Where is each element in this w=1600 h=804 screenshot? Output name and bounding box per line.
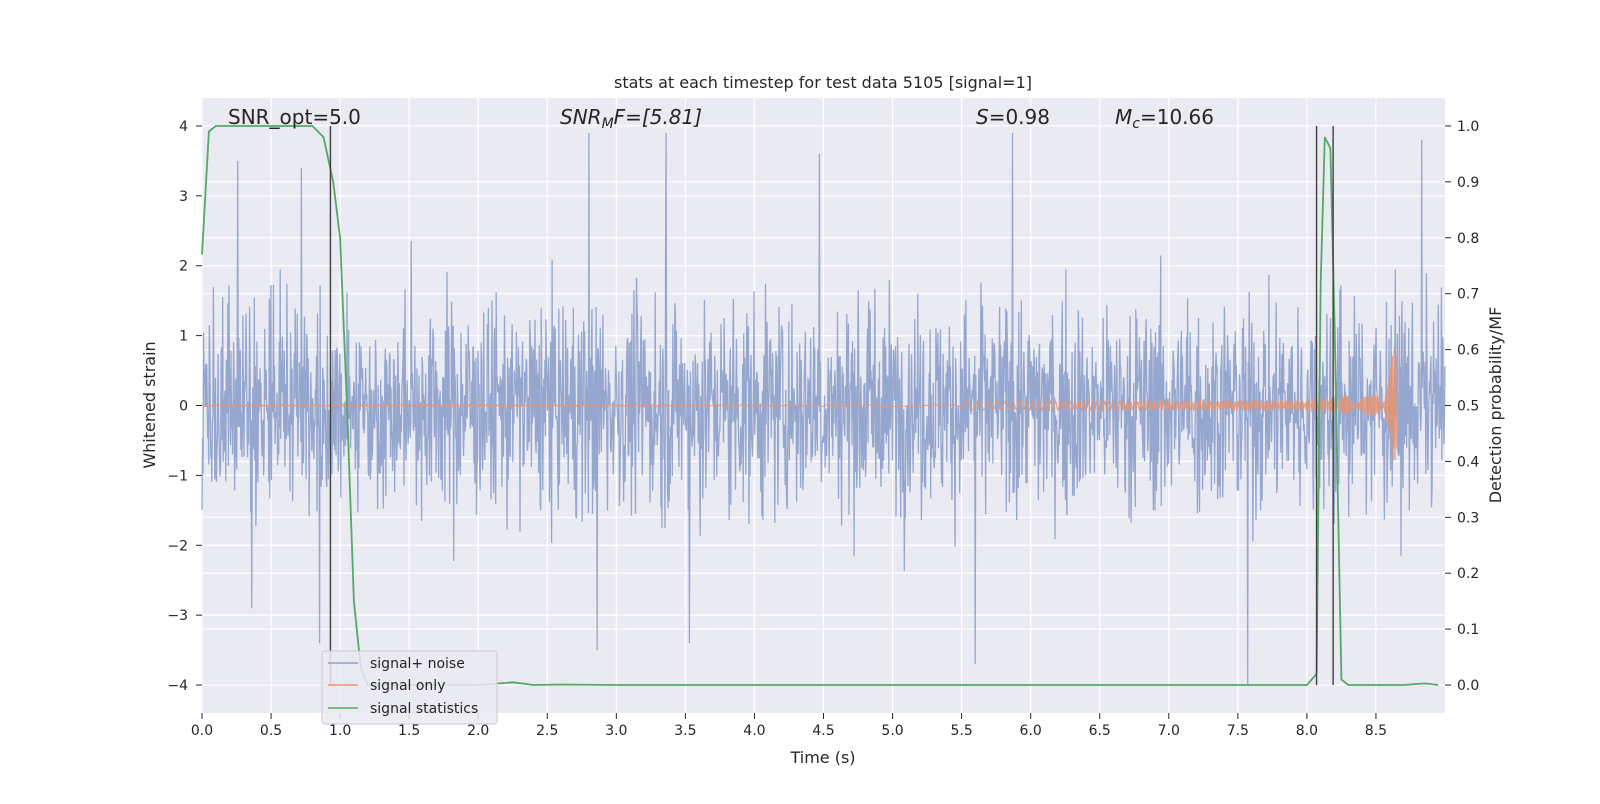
- y-left-tick-label: 0: [179, 399, 188, 415]
- legend-label-signal-noise: signal+ noise: [370, 656, 465, 672]
- signal-only-series: [201, 347, 1398, 461]
- annotation-snr-opt: SNR_opt=5.0: [228, 105, 361, 129]
- annotation-snr-mf-value: F=[5.81]: [614, 105, 702, 129]
- y-left-tick-label: −1: [167, 468, 188, 484]
- x-tick-label: 6.0: [1020, 723, 1042, 739]
- y-left-tick-label: −4: [167, 678, 188, 694]
- signal-statistics-series: [201, 125, 1439, 686]
- x-axis-label: Time (s): [789, 748, 855, 767]
- legend-box: [321, 650, 498, 725]
- y-axis-left-label: Whitened strain: [140, 341, 159, 468]
- x-tick-label: 0.0: [191, 723, 213, 739]
- x-tick-label: 6.5: [1089, 723, 1111, 739]
- annotation-snr-mf-label: SNR: [560, 105, 602, 129]
- annotation-snr-mf: SNRMF=[5.81]: [560, 105, 702, 132]
- x-tick-label: 1.0: [329, 723, 351, 739]
- x-tick-label: 1.5: [398, 723, 420, 739]
- x-tick-label: 7.5: [1227, 723, 1249, 739]
- signal-only-line: [201, 347, 1398, 461]
- x-tick-label: 7.0: [1158, 723, 1180, 739]
- y-right-tick-label: 0.7: [1457, 287, 1479, 303]
- annotation-mc-sub: c: [1132, 116, 1140, 132]
- x-tick-label: 4.0: [743, 723, 765, 739]
- y-right-tick-label: 1.0: [1457, 119, 1479, 135]
- y-left-tick-label: 2: [179, 259, 188, 275]
- y-right-tick-label: 0.2: [1457, 566, 1479, 582]
- x-tick-label: 8.5: [1365, 723, 1387, 739]
- y-left-tick-label: −2: [167, 538, 188, 554]
- annotation-mc-value: =10.66: [1140, 105, 1214, 129]
- annotation-mc-label: M: [1115, 105, 1132, 129]
- y-left-tick-label: −3: [167, 608, 188, 624]
- x-tick-label: 2.5: [536, 723, 558, 739]
- y-right-tick-label: 0.3: [1457, 510, 1479, 526]
- chart-title: stats at each timestep for test data 510…: [614, 73, 1032, 92]
- annotation-s-value: =0.98: [989, 105, 1050, 129]
- y-left-tick-label: 1: [179, 329, 188, 345]
- legend: signal+ noise signal only signal statist…: [321, 650, 498, 725]
- legend-label-signal-only: signal only: [370, 678, 445, 694]
- x-tick-label: 3.5: [674, 723, 696, 739]
- x-tick-label: 4.5: [812, 723, 834, 739]
- legend-label-signal-statistics: signal statistics: [370, 701, 478, 717]
- annotation-s-label: S: [976, 105, 989, 129]
- x-tick-label: 3.0: [605, 723, 627, 739]
- y-right-tick-label: 0.6: [1457, 343, 1479, 359]
- annotation-snr-mf-sub: M: [602, 116, 614, 132]
- signal-noise-line: [201, 132, 1446, 686]
- tick-labels: 0.0 0.5 1.0 1.5 2.0 2.5 3.0 3.5 4.0 4.5 5.0 5.5 6.0 6…: [167, 119, 1479, 739]
- y-right-tick-label: 0.8: [1457, 231, 1479, 247]
- x-tick-label: 5.5: [950, 723, 972, 739]
- y-left-tick-label: 4: [179, 119, 188, 135]
- y-axis-right-label: Detection probability/MF: [1486, 307, 1505, 504]
- signal-noise-series: [201, 132, 1446, 686]
- y-left-tick-label: 3: [179, 189, 188, 205]
- annotation-s: S=0.98: [976, 105, 1050, 129]
- x-tick-label: 2.0: [467, 723, 489, 739]
- y-right-tick-label: 0.0: [1457, 678, 1479, 694]
- x-tick-label: 0.5: [260, 723, 282, 739]
- y-right-tick-label: 0.1: [1457, 622, 1479, 638]
- annotation-mc: Mc=10.66: [1115, 105, 1214, 132]
- y-right-tick-label: 0.5: [1457, 399, 1479, 415]
- x-tick-label: 8.0: [1296, 723, 1318, 739]
- x-tick-label: 5.0: [881, 723, 903, 739]
- y-right-tick-label: 0.9: [1457, 175, 1479, 191]
- signal-statistics-line: [201, 125, 1439, 686]
- grid: [201, 98, 1445, 713]
- y-right-tick-label: 0.4: [1457, 454, 1479, 470]
- vertical-markers: [329, 125, 1334, 686]
